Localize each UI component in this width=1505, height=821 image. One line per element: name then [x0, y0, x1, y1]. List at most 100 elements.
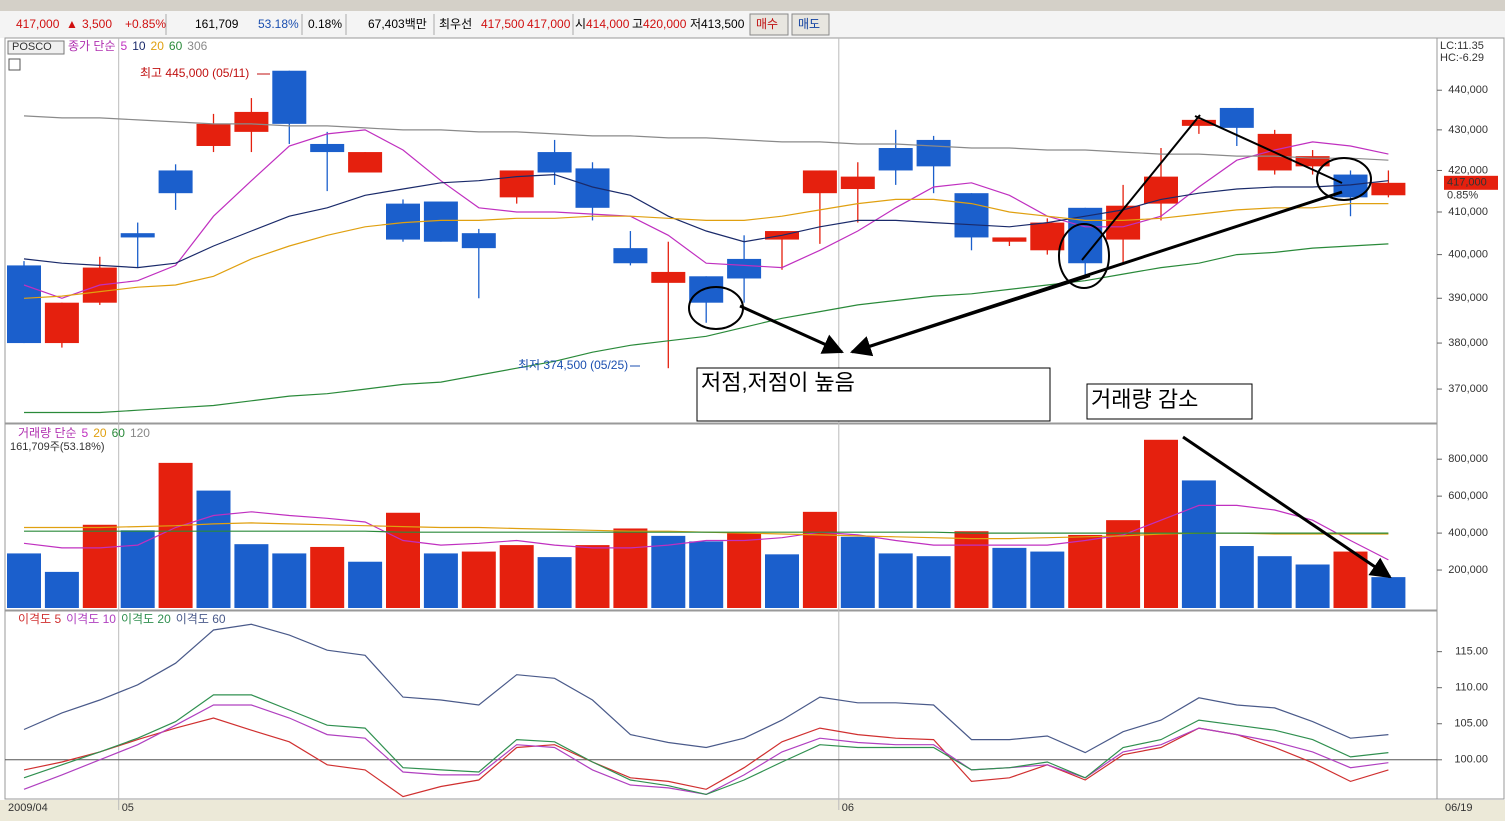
bar	[1068, 534, 1103, 608]
bar	[82, 524, 117, 608]
last-price: 417,000	[1447, 177, 1487, 189]
bar	[992, 547, 1027, 608]
vol-ratio: 53.18%	[258, 17, 299, 31]
bar	[537, 557, 572, 608]
y-tick-label: 410,000	[1448, 206, 1488, 218]
legend-entry: 60	[112, 426, 126, 440]
bar	[1333, 551, 1368, 608]
legend-entry: 20	[93, 426, 107, 440]
bar	[234, 544, 269, 608]
price: 417,000	[16, 17, 60, 31]
corner-label: LC:11.35	[1440, 40, 1484, 52]
bar	[878, 553, 913, 608]
high: 420,000	[643, 17, 687, 31]
candle-body	[537, 152, 572, 173]
series-line	[23, 694, 1389, 796]
candle-body	[954, 193, 989, 238]
open: 414,000	[586, 17, 630, 31]
candle-body	[461, 233, 496, 249]
y-tick-label: 390,000	[1448, 292, 1488, 304]
buy-button[interactable]	[749, 13, 789, 36]
y-tick-label: 110.00	[1455, 682, 1488, 694]
y-tick-label: 115.00	[1455, 646, 1488, 658]
bar	[689, 541, 724, 608]
candle-body	[840, 176, 875, 190]
buy-label[interactable]: 매수	[756, 17, 778, 31]
series-line	[23, 504, 1389, 561]
date-bar	[0, 800, 1505, 821]
y-tick-label: 105.00	[1454, 718, 1488, 730]
legend-entry: 종가 단순	[68, 39, 116, 53]
corner-label: HC:-6.29	[1440, 52, 1484, 64]
series-line	[23, 115, 1389, 161]
sell-label[interactable]: 매도	[798, 17, 820, 31]
best-label: 최우선	[439, 17, 472, 31]
candle-body	[1371, 182, 1406, 196]
title-box	[7, 40, 65, 55]
y-tick-label: 420,000	[1448, 164, 1488, 176]
y-tick-label: 800,000	[1448, 453, 1488, 465]
legend-entry: 이격도 60	[176, 612, 226, 626]
bar	[196, 490, 231, 608]
candle-body	[1030, 222, 1065, 251]
bar	[613, 528, 648, 608]
candle-body	[727, 258, 762, 279]
high-label: 고	[632, 17, 643, 31]
legend-entry: 이격도 10	[66, 612, 116, 626]
note-box	[1086, 383, 1253, 420]
bar	[7, 553, 41, 608]
candle-body	[1219, 107, 1254, 128]
x-tick-label: 05	[122, 802, 134, 814]
arrow	[1182, 435, 1392, 579]
note-box	[696, 367, 1051, 422]
bar	[310, 546, 345, 608]
candle-body	[7, 265, 41, 344]
candle-body	[348, 152, 383, 173]
legend-entry: 5	[82, 426, 89, 440]
bar	[651, 535, 686, 608]
bar	[386, 512, 420, 608]
legend-entry: 120	[130, 426, 150, 440]
bar	[1295, 564, 1330, 608]
volume: 161,709	[195, 17, 239, 31]
y-tick-label: 440,000	[1448, 84, 1488, 96]
amount: 67,403백만	[368, 17, 427, 31]
legend-entry: 5	[121, 39, 128, 53]
annotations: 최고 445,000 (05/11) 최저 374,500 (05/25) 저점…	[140, 66, 1392, 579]
last-change: 0.85%	[1447, 190, 1478, 202]
line	[1194, 115, 1343, 184]
candle-body	[310, 143, 345, 153]
x-tick-label: 06/19	[1445, 802, 1473, 814]
y-tick-label: 370,000	[1448, 383, 1488, 395]
legend-entry: 10	[132, 39, 146, 53]
turnover: 0.18%	[308, 17, 342, 31]
line	[859, 275, 1091, 351]
bar	[158, 462, 193, 608]
y-tick-label: 100.00	[1454, 754, 1488, 766]
bar	[1144, 439, 1178, 608]
note-text: 거래량 감소	[1091, 387, 1198, 412]
open-label: 시	[575, 17, 586, 31]
low: 413,500	[701, 17, 745, 31]
candle-body	[499, 170, 534, 198]
bar	[120, 530, 155, 608]
legend-entry: 거래량 단순	[18, 426, 77, 440]
series-line	[24, 243, 1389, 414]
y-tick-label: 400,000	[1448, 249, 1488, 261]
max-label: 최고 445,000 (05/11)	[140, 66, 249, 80]
min-label: 최저 374,500 (05/25)	[518, 358, 628, 372]
candle-body	[651, 271, 686, 283]
candle-body	[44, 302, 79, 344]
change: 3,500	[82, 17, 112, 31]
arrow: ▲	[66, 17, 78, 31]
circle	[1058, 223, 1110, 289]
candle-body	[1333, 174, 1368, 198]
legend-entry: 이격도 20	[121, 612, 171, 626]
bar	[1181, 480, 1216, 608]
candle-body	[1181, 119, 1216, 126]
sell-button[interactable]	[791, 13, 830, 36]
x-tick-label: 06	[842, 802, 854, 814]
candle-body	[1295, 156, 1330, 167]
candle-body	[992, 237, 1027, 242]
